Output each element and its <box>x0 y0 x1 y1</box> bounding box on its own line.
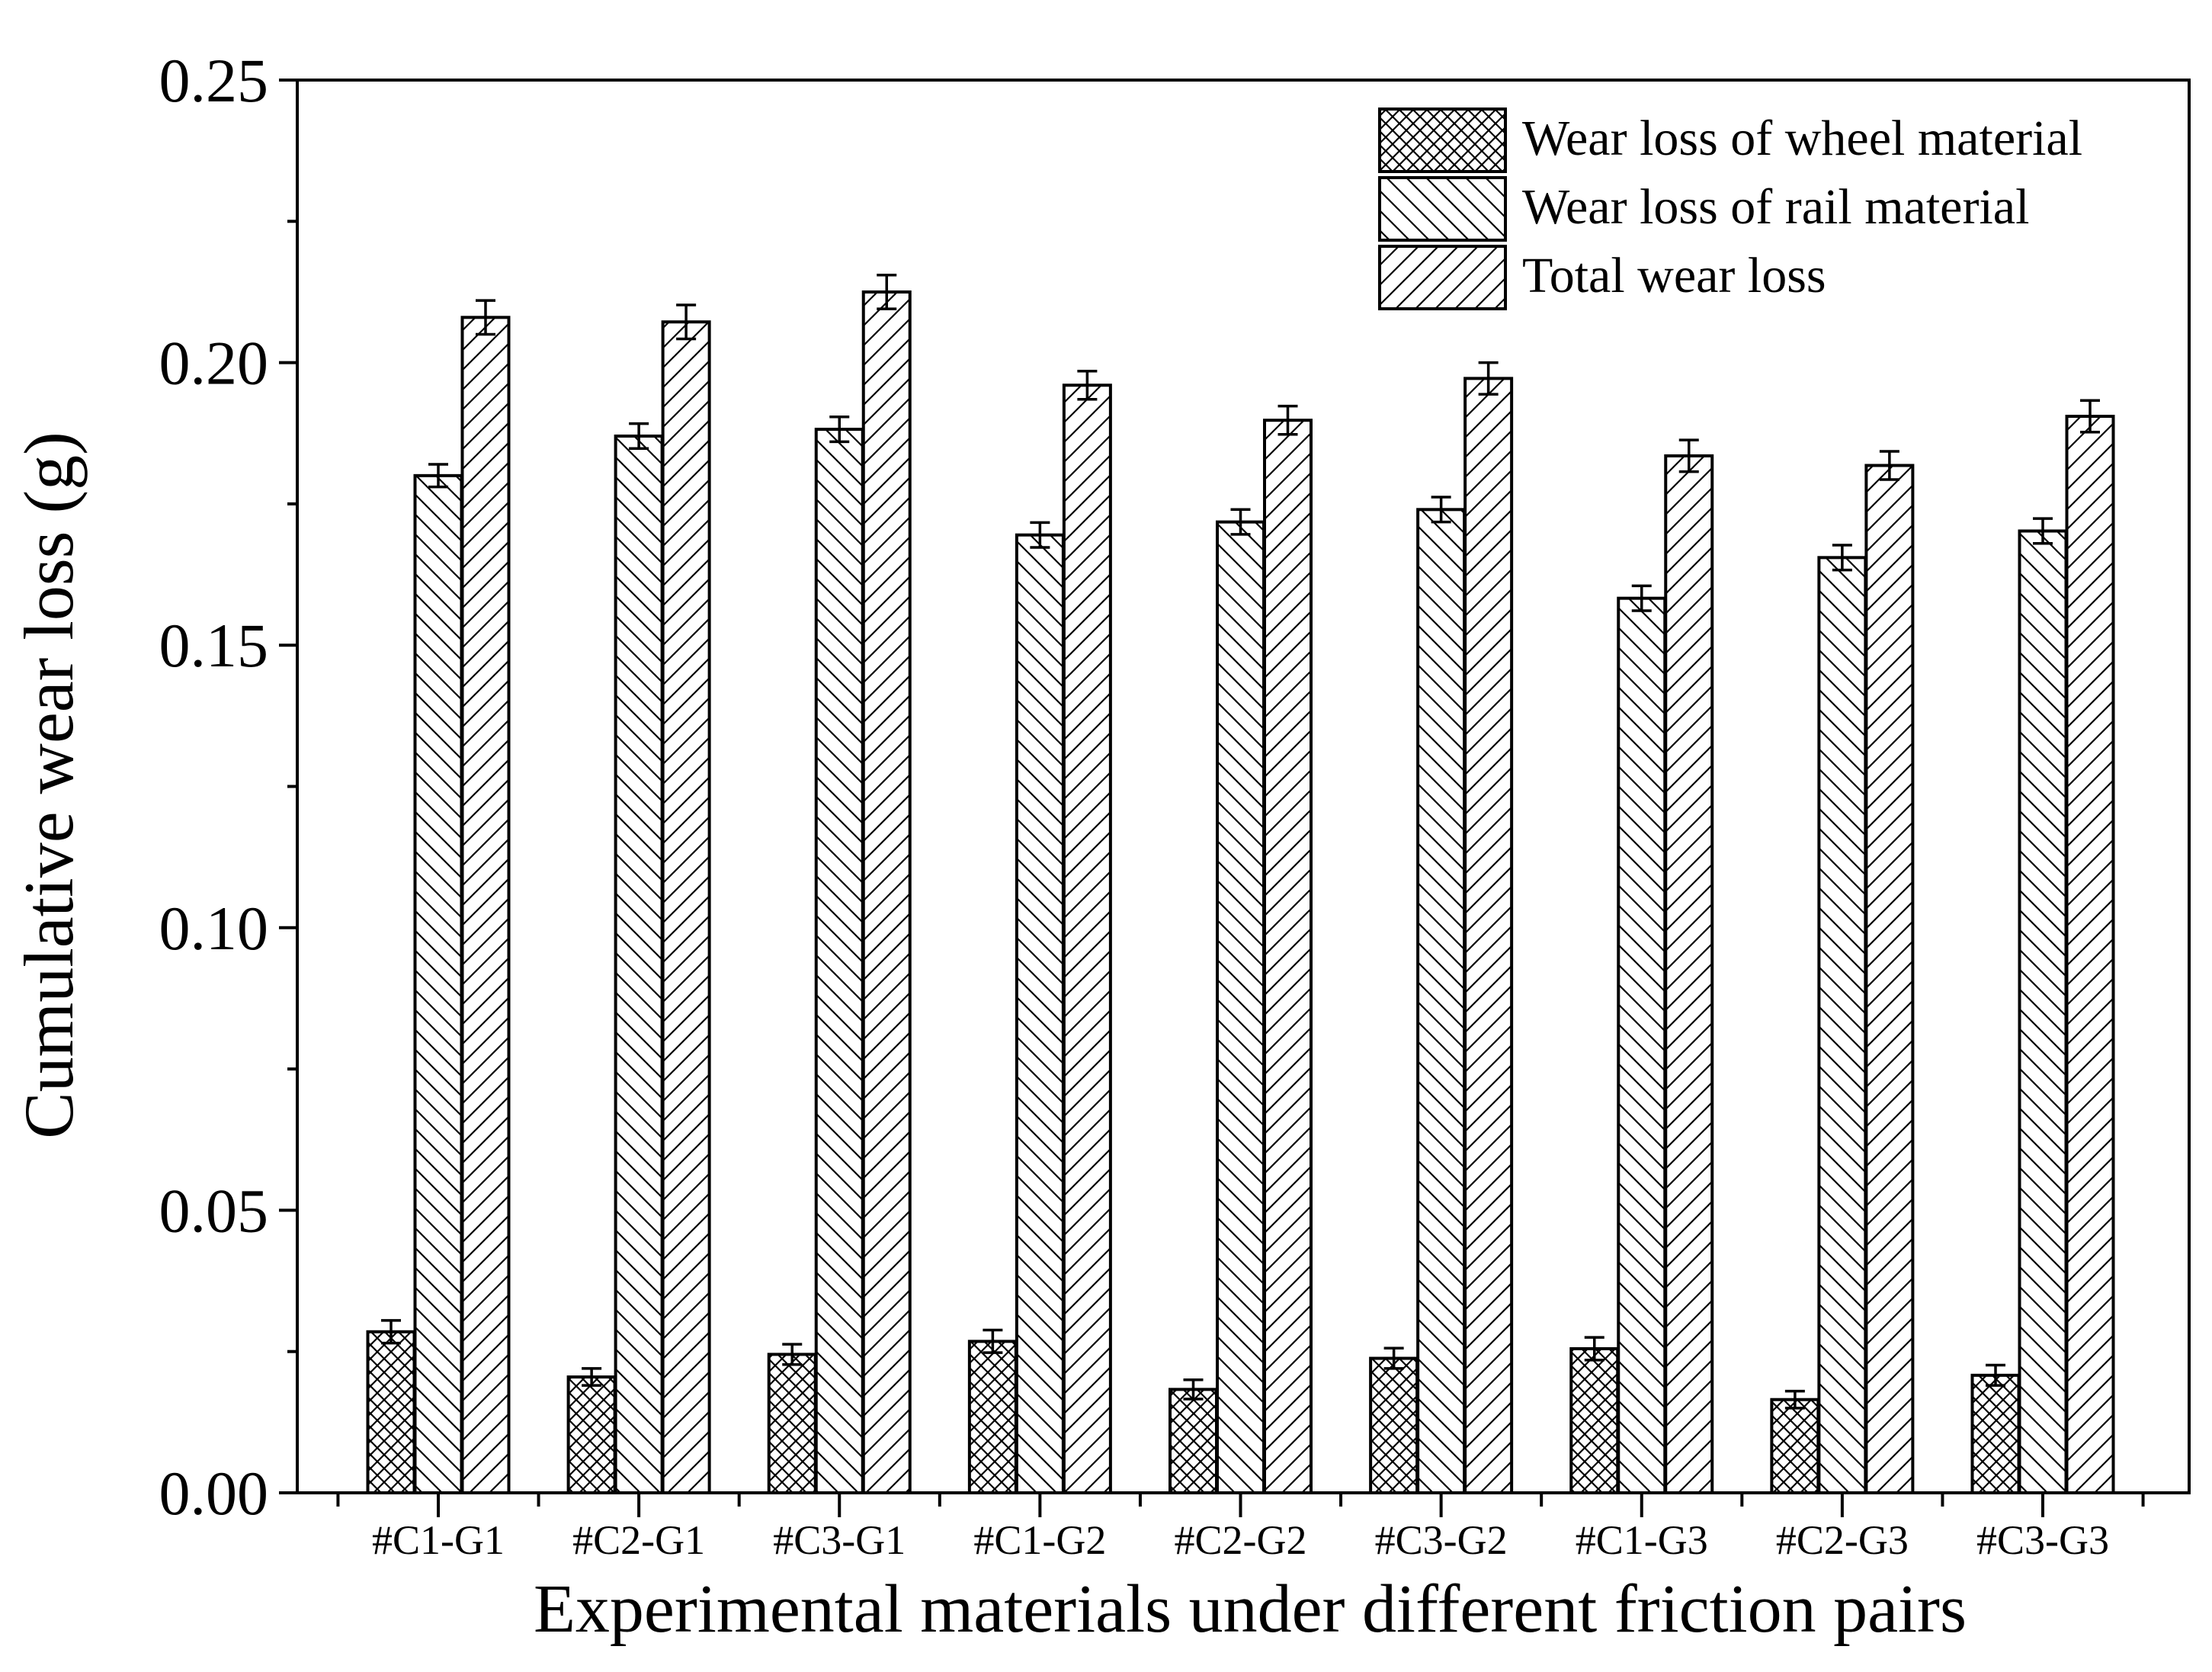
error-bar-2-8 <box>1832 544 1852 572</box>
y-tick-label-5: 0.20 <box>159 329 269 398</box>
error-bar-1-6 <box>1383 1346 1404 1370</box>
x-tick-label-4: #C1-G2 <box>973 1517 1106 1563</box>
x-tick-label-8: #C2-G3 <box>1776 1517 1909 1563</box>
error-bar-2-5 <box>1230 508 1251 536</box>
bar-3-7 <box>1664 454 1714 1495</box>
bar-3-3 <box>861 290 912 1495</box>
error-bar-1-7 <box>1584 1336 1605 1362</box>
x-tick-label-2: #C2-G1 <box>572 1517 705 1563</box>
error-bar-3-2 <box>676 303 697 341</box>
bar-3-9 <box>2065 415 2115 1494</box>
x-axis: #C1-G1 #C2-G1 #C3-G1 #C1-G2 #C2-G2 #C3-G2 #C1-… <box>336 1493 2145 1563</box>
legend-label-2: Wear loss of rail material <box>1522 179 2029 235</box>
error-bar-1-1 <box>381 1319 401 1345</box>
y-tick-label-4: 0.15 <box>159 611 269 680</box>
error-bar-2-1 <box>428 463 448 489</box>
error-bar-3-6 <box>1478 361 1499 396</box>
error-bar-3-7 <box>1678 438 1699 473</box>
bar-1-6 <box>1369 1356 1419 1494</box>
bar-2-1 <box>413 473 463 1495</box>
error-bar-1-5 <box>1183 1378 1204 1401</box>
bar-1-5 <box>1169 1388 1218 1494</box>
bars-layer <box>366 290 2115 1495</box>
y-tick-label-3: 0.10 <box>159 894 269 963</box>
bar-2-2 <box>614 434 664 1494</box>
bar-1-7 <box>1569 1346 1620 1495</box>
legend-swatch-2 <box>1378 176 1507 242</box>
bar-1-2 <box>566 1375 617 1494</box>
x-tick-label-9: #C3-G3 <box>1976 1517 2109 1563</box>
bar-1-9 <box>1970 1373 2021 1495</box>
bar-3-1 <box>460 316 511 1495</box>
error-bar-1-8 <box>1784 1389 1805 1410</box>
error-bar-1-3 <box>782 1343 803 1366</box>
x-axis-label: Experimental materials under different f… <box>534 1571 1967 1647</box>
bar-2-3 <box>814 428 864 1494</box>
x-tick-label-3: #C3-G1 <box>773 1517 906 1563</box>
error-bar-2-3 <box>829 416 850 444</box>
bar-3-2 <box>661 320 711 1494</box>
x-tick-label-5: #C2-G2 <box>1175 1517 1307 1563</box>
error-bar-1-9 <box>1986 1363 2005 1387</box>
error-bar-3-3 <box>877 273 897 310</box>
y-axis-label: Cumulative wear loss (g) <box>10 432 88 1138</box>
y-tick-label-2: 0.05 <box>159 1176 269 1245</box>
x-tick-label-6: #C3-G2 <box>1375 1517 1508 1563</box>
bar-1-3 <box>767 1353 817 1494</box>
error-bar-2-7 <box>1631 584 1652 612</box>
error-bar-3-1 <box>476 299 495 336</box>
error-bar-2-4 <box>1030 521 1050 549</box>
bar-2-8 <box>1817 556 1867 1495</box>
legend-swatch-3 <box>1378 245 1507 310</box>
bar-2-6 <box>1416 508 1467 1494</box>
error-bar-3-4 <box>1077 369 1098 401</box>
bar-3-6 <box>1463 377 1514 1494</box>
legend-label-1: Wear loss of wheel material <box>1522 111 2082 166</box>
y-axis: 0.00 0.05 0.10 0.15 0.20 0.25 <box>159 46 297 1528</box>
error-bar-1-4 <box>983 1328 1003 1354</box>
bar-2-5 <box>1216 520 1265 1494</box>
error-bars-layer <box>381 273 2100 1410</box>
legend-swatch-1 <box>1378 108 1507 173</box>
bar-3-8 <box>1864 464 1915 1494</box>
error-bar-2-2 <box>629 422 649 451</box>
bar-2-9 <box>2018 529 2068 1494</box>
x-tick-label-7: #C1-G3 <box>1576 1517 1708 1563</box>
bar-2-4 <box>1015 533 1065 1494</box>
bar-1-8 <box>1770 1398 1820 1495</box>
error-bar-3-5 <box>1278 404 1298 436</box>
error-bar-3-8 <box>1879 450 1899 481</box>
error-bar-1-2 <box>582 1367 602 1387</box>
error-bar-2-6 <box>1431 496 1451 524</box>
error-bar-2-9 <box>2033 517 2053 545</box>
bar-1-1 <box>366 1330 416 1495</box>
bar-3-5 <box>1263 419 1313 1494</box>
y-tick-label-6: 0.25 <box>159 46 269 115</box>
bar-2-7 <box>1617 596 1667 1494</box>
x-tick-label-1: #C1-G1 <box>372 1517 505 1563</box>
legend: Wear loss of wheel material Wear loss of … <box>1378 108 2082 310</box>
legend-label-3: Total wear loss <box>1522 248 1826 303</box>
error-bar-3-9 <box>2080 399 2100 434</box>
bar-3-4 <box>1062 384 1112 1494</box>
bar-1-4 <box>967 1340 1018 1494</box>
y-tick-label-1: 0.00 <box>159 1459 269 1528</box>
